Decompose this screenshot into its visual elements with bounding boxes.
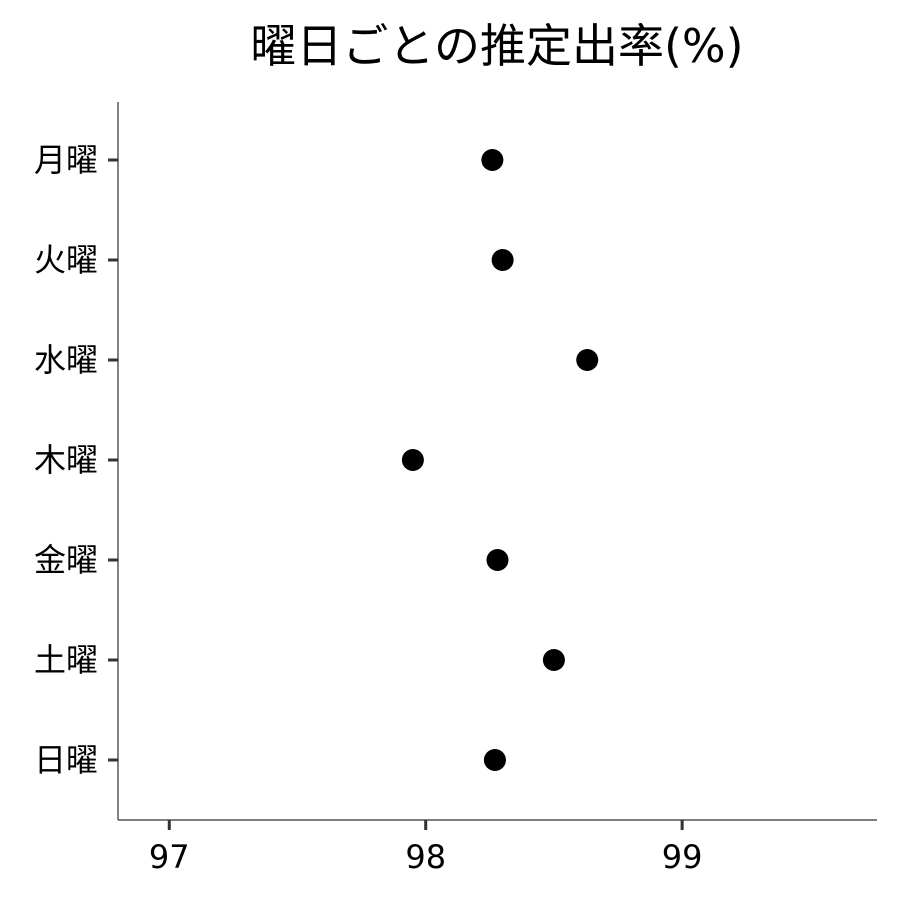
chart-title: 曜日ごとの推定出率(%) [250,19,743,73]
data-point [481,149,504,171]
data-point [486,549,509,571]
y-tick-label: 日曜 [34,741,98,779]
x-tick-label: 98 [405,838,446,876]
data-point [542,649,565,671]
y-tick-label: 木曜 [34,441,98,479]
data-point [401,449,424,471]
x-tick-label: 97 [149,838,190,876]
y-tick-label: 金曜 [34,541,98,579]
y-tick-label: 火曜 [34,241,98,279]
x-tick-label: 99 [662,838,703,876]
data-points [401,149,599,771]
y-tick-label: 土曜 [34,641,98,679]
x-axis-ticks: 97 98 99 [149,820,703,876]
y-tick-label: 水曜 [34,341,98,379]
data-point [576,349,599,371]
data-point [491,249,514,271]
y-tick-label: 月曜 [34,141,98,179]
data-point [483,749,506,771]
